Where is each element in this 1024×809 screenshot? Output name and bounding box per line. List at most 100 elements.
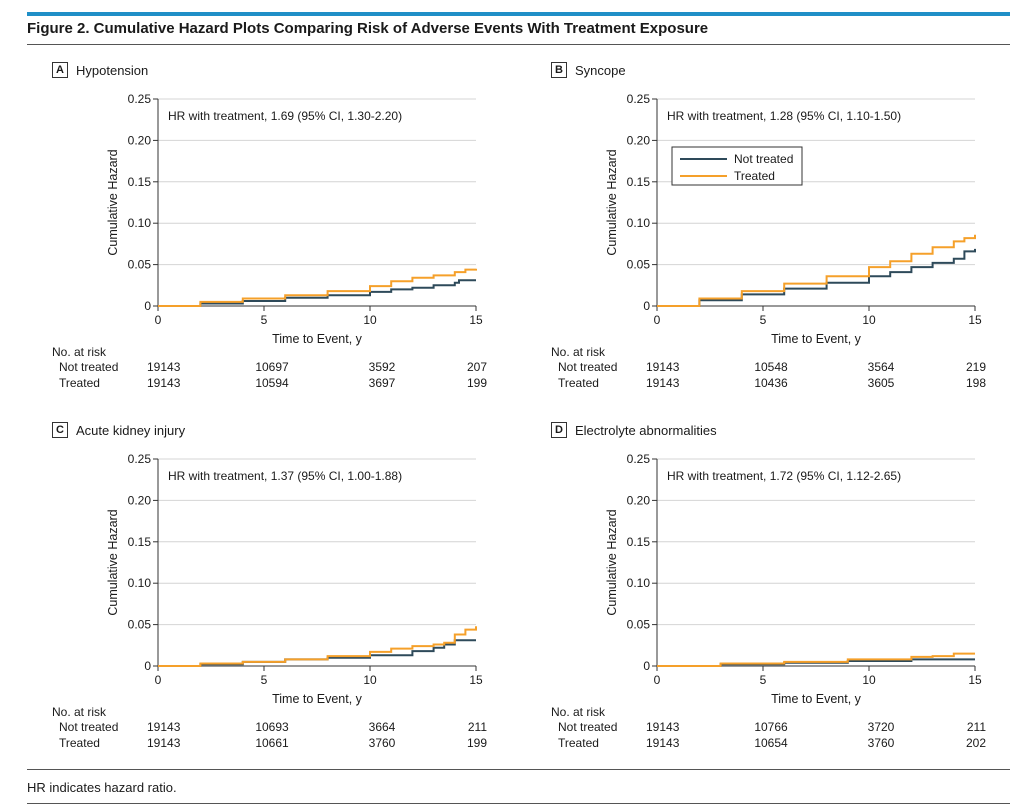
panel-d-ytick-label: 0.20: [627, 493, 651, 507]
panel-d-risk-row: Not treated 19143 10766 3720 211: [551, 720, 991, 736]
panel-d-letter-box: D: [551, 422, 567, 438]
panel-d-series-treated-line: [657, 652, 975, 667]
panel-d-risk-row-label: Treated: [558, 736, 599, 750]
panel-c-risk-value: 10661: [255, 736, 289, 750]
panel-a-risk-value: 3697: [368, 376, 396, 390]
panel-c-risk-value: 211: [467, 720, 487, 734]
panel-a-ytick-label: 0.20: [128, 133, 152, 147]
panel-c-risk-value: 199: [466, 736, 487, 750]
panel-a-ylabel: Cumulative Hazard: [106, 149, 120, 255]
panel-c-risk-row: Not treated 19143 10693 3664 211: [52, 720, 492, 736]
panel-c-risk-value: 10693: [255, 720, 289, 734]
panel-b-risk-header: No. at risk: [551, 345, 606, 359]
panel-b-risk-table: No. at risk Not treated 19143 10548 3564 219 T…: [551, 345, 991, 395]
panel-d-label: D Electrolyte abnormalities: [551, 422, 717, 438]
panel-b-letter-box: B: [551, 62, 567, 78]
footnote-divider-top: [27, 769, 1010, 770]
panel-a-risk-value: 10594: [255, 376, 289, 390]
panel-c-xlabel: Time to Event, y: [272, 692, 363, 706]
panel-a-xtick-label: 10: [363, 313, 377, 327]
panel-d-risk-row: Treated 19143 10654 3760 202: [551, 736, 991, 752]
panel-c-risk-row: Treated 19143 10661 3760 199: [52, 736, 492, 752]
panel-d-risk-value: 211: [966, 720, 986, 734]
panel-d-xtick-label: 15: [968, 673, 982, 687]
panel-d-ytick-label: 0.15: [627, 535, 651, 549]
panel-b-xtick-label: 5: [760, 313, 767, 327]
panel-c-xtick-label: 15: [469, 673, 483, 687]
figure-footnote: HR indicates hazard ratio.: [27, 780, 177, 795]
panel-c-label: C Acute kidney injury: [52, 422, 185, 438]
panel-b-risk-row: Treated 19143 10436 3605 198: [551, 376, 991, 392]
panel-c-xtick-label: 5: [261, 673, 268, 687]
panel-c-series-treated-line: [158, 626, 477, 667]
panel-b-xtick-label: 15: [968, 313, 982, 327]
panel-b-label: B Syncope: [551, 62, 626, 78]
panel-b-plot: 0 0.05 0.10 0.15 0.20 0.25 0 5 10 15 Time to Event…: [605, 92, 982, 346]
title-divider: [27, 44, 1010, 45]
panel-b-legend-label: Treated: [734, 169, 775, 183]
panel-b-risk-value: 219: [965, 360, 986, 374]
panel-a-xlabel: Time to Event, y: [272, 332, 363, 346]
panel-a-plot: 0 0.05 0.10 0.15 0.20 0.25 0 5 10 15 Time to Event…: [106, 92, 483, 346]
panel-c-risk-value: 3760: [368, 736, 396, 750]
panel-a-risk-table: No. at risk Not treated 19143 10697 3592 207 T…: [52, 345, 492, 395]
panel-c-risk-row-label: Treated: [59, 736, 100, 750]
panel-d-risk-value: 3760: [867, 736, 895, 750]
panel-d-risk-row-label: Not treated: [558, 720, 618, 734]
panel-d-risk-table: No. at risk Not treated 19143 10766 3720 211 T…: [551, 705, 991, 755]
panel-a-xtick-label: 0: [155, 313, 162, 327]
panel-c-ytick-label: 0.20: [128, 493, 152, 507]
panel-a-series-treated-line: [158, 268, 477, 307]
panel-a-letter-box: A: [52, 62, 68, 78]
panel-b-legend-box: [671, 146, 803, 186]
panel-b-xlabel: Time to Event, y: [771, 332, 862, 346]
panel-a-risk-value: 10697: [255, 360, 289, 374]
panel-a-risk-value: 199: [466, 376, 487, 390]
panel-b-risk-value: 3605: [867, 376, 895, 390]
panel-a-ytick-label: 0.10: [128, 216, 152, 230]
panel-d-xlabel: Time to Event, y: [771, 692, 862, 706]
panel-c-ylabel: Cumulative Hazard: [106, 509, 120, 615]
panel-d: D Electrolyte abnormalities 0 0.05 0.10 0.15 0…: [526, 422, 986, 762]
panel-d-hr-annotation: HR with treatment, 1.72 (95% CI, 1.12-2.…: [667, 469, 901, 483]
panel-a-risk-value: 3592: [368, 360, 396, 374]
panel-c-series-not-treated-line: [158, 639, 476, 667]
panel-b-risk-value: 3564: [867, 360, 895, 374]
panel-d-ytick-label: 0: [643, 659, 650, 673]
panel-c-risk-table: No. at risk Not treated 19143 10693 3664 211 T…: [52, 705, 492, 755]
panel-b-risk-value: 198: [965, 376, 986, 390]
panel-a-label: A Hypotension: [52, 62, 148, 78]
panel-a-risk-value: 207: [466, 360, 487, 374]
panel-c-xtick-label: 10: [363, 673, 377, 687]
panel-b-hr-annotation: HR with treatment, 1.28 (95% CI, 1.10-1.…: [667, 109, 901, 123]
panel-a-risk-value: 19143: [147, 376, 181, 390]
panel-a: A Hypotension 0 0.05 0.10 0.15 0.20 0.25 0 5 10 15 T…: [27, 62, 487, 402]
panel-a-risk-value: 19143: [147, 360, 181, 374]
panel-d-risk-value: 10766: [754, 720, 788, 734]
panel-b-xtick-label: 0: [654, 313, 661, 327]
panel-a-xtick-label: 15: [469, 313, 483, 327]
panel-b-risk-value: 19143: [646, 360, 680, 374]
panel-c-risk-value: 3664: [368, 720, 396, 734]
panel-d-ytick-label: 0.25: [627, 452, 651, 466]
panel-d-xtick-label: 10: [862, 673, 876, 687]
panel-c-risk-value: 19143: [147, 720, 181, 734]
panel-c-letter-box: C: [52, 422, 68, 438]
panel-a-risk-row-label: Treated: [59, 376, 100, 390]
panel-b-ytick-label: 0.05: [627, 258, 651, 272]
panel-a-risk-row: Treated 19143 10594 3697 199: [52, 376, 492, 392]
panel-c-ytick-label: 0: [144, 659, 151, 673]
panel-c-plot: 0 0.05 0.10 0.15 0.20 0.25 0 5 10 15 Time to Event…: [106, 452, 483, 706]
panel-a-title: Hypotension: [76, 62, 149, 78]
panel-d-xtick-label: 0: [654, 673, 661, 687]
figure-title: Figure 2. Cumulative Hazard Plots Compar…: [27, 20, 709, 37]
panel-c-ytick-label: 0.15: [128, 535, 152, 549]
panel-c-risk-header: No. at risk: [52, 705, 107, 719]
panel-b-risk-row-label: Treated: [558, 376, 599, 390]
panel-d-ytick-label: 0.10: [627, 576, 651, 590]
panel-c-ytick-label: 0.10: [128, 576, 152, 590]
panel-d-title: Electrolyte abnormalities: [575, 422, 717, 438]
panel-d-risk-value: 202: [965, 736, 986, 750]
panel-c-hr-annotation: HR with treatment, 1.37 (95% CI, 1.00-1.…: [168, 469, 402, 483]
panel-a-risk-row: Not treated 19143 10697 3592 207: [52, 360, 492, 376]
